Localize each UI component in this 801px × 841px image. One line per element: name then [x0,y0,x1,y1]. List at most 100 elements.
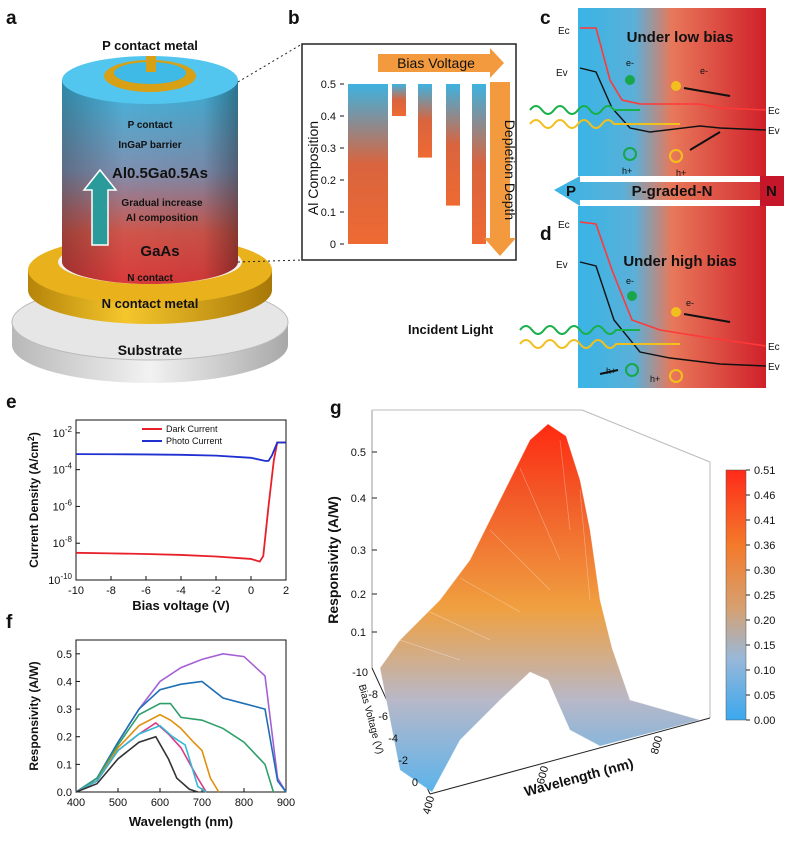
yellow-light-d [519,339,680,349]
e-ytick-label: 10-2 [53,425,73,440]
e-ytick-label: 10-8 [53,535,73,550]
f-xtick-label: 700 [193,797,211,809]
g-xtick-label: 400 [421,795,437,816]
panel-e-ylabel: Current Density (A/cm2) [26,432,41,568]
f-xtick-label: 900 [277,797,295,809]
ec-label-c-right: Ec [768,106,780,117]
valence-band-d [579,261,767,367]
panel-b-bars [348,84,486,244]
e-label-d2: e- [686,298,694,308]
f-xtick-label: 600 [151,797,169,809]
panel-label-a: a [6,8,17,29]
ec-label-d-right: Ec [768,342,780,353]
al-composition-label: Al Composition [305,121,321,215]
e-label-c1: e- [626,58,634,68]
colorbar-tick-label: 0.25 [754,590,775,602]
b-bar [392,84,406,116]
n-label: N [766,183,777,200]
gaas-label: GaAs [140,243,179,260]
panel-f: f 400 500 600 700 800 900 0.0 0.1 0.2 0.3 0.4 0.5 W… [6,612,295,829]
panel-e-xlabel: Bias voltage (V) [132,598,230,613]
g-ztick-label: 0.3 [351,545,366,557]
p-contact-metal-label: P contact metal [102,38,198,53]
electron-green-d [627,291,637,301]
yellow-light-c [529,119,680,129]
panel-label-g: g [330,398,342,419]
zoom-line-bottom [237,259,303,263]
surface-mesh [399,439,591,661]
ev-label-c-left: Ev [556,68,568,79]
f-line-3 [75,702,275,793]
colorbar [725,469,747,721]
colorbar-tick-label: 0.05 [754,690,775,702]
n-block [760,176,784,206]
colorbar-tick-label: 0.30 [754,565,775,577]
f-ytick-label: 0.0 [57,787,72,799]
panel-a: a P contact metal P contact InGaP barrie… [6,8,303,383]
h-label-c2: h+ [676,168,686,178]
electron-yellow-d [671,307,681,317]
bias-voltage-label: Bias Voltage [397,55,475,71]
colorbar-tick-label: 0.15 [754,640,775,652]
panel-g: g 0.1 0.2 0.3 0.4 0.5 400 600 800 -10-8-6-4-2 0… [325,398,775,816]
wavelength-axis-line [429,717,711,795]
g-xtick-label: 800 [649,735,665,756]
p-label: P [566,183,576,200]
e-xtick-label: 2 [283,585,289,597]
conduction-band-d [579,221,767,347]
f-ytick-label: 0.4 [57,676,72,688]
e-label-d1: e- [626,276,634,286]
depletion-depth-label: Depletion Depth [502,120,518,220]
panel-label-d: d [540,224,552,245]
hole-green-c [623,147,637,161]
colorbar-tick-label: 0.41 [754,515,775,527]
f-line-2 [75,680,287,793]
b-bar [472,84,486,244]
gradual-label-2: Al composition [126,213,198,224]
ec-label-d-left: Ec [558,220,570,231]
e-xtick-label: 0 [248,585,254,597]
panel-e-legend: Dark Current Photo Current [142,424,223,446]
g-ytick-label: -4 [388,733,398,745]
f-xtick-label: 400 [67,797,85,809]
f-line-4 [75,713,220,793]
gradient-arrow-icon [82,168,118,246]
e-line-photo-current [75,441,286,462]
f-xtick-label: 800 [235,797,253,809]
h-label-d2: h+ [650,374,660,384]
f-line-6 [75,724,207,793]
responsivity-surface [379,423,702,793]
e-line-dark-current [75,441,286,563]
ev-label-c-right: Ev [768,126,780,137]
high-bias-title: Under high bias [623,253,736,270]
f-ytick-label: 0.2 [57,732,72,744]
b-bar [418,84,432,158]
green-light-d [519,325,640,335]
g-ytick-label: -8 [368,689,378,701]
low-bias-title: Under low bias [627,29,734,46]
incident-light-label: Incident Light [408,322,494,337]
e-xtick-label: -8 [106,585,116,597]
e-xtick-label: -10 [68,585,84,597]
b-ytick-label: 0 [330,239,336,251]
g-ztick-label: 0.2 [351,589,366,601]
panel-label-f: f [6,612,13,633]
panel-f-axes: 400 500 600 700 800 900 0.0 0.1 0.2 0.3 0.4 0.5 [57,649,295,809]
colorbar-tick-label: 0.10 [754,665,775,677]
h-label-c1: h+ [622,166,632,176]
e-ytick-label: 10-10 [48,572,72,587]
panel-label-e: e [6,392,17,413]
electron-arrow-d [683,313,731,323]
e-ytick-label: 10-4 [53,462,73,477]
n-contact-label: N contact [127,273,173,284]
substrate-label: Substrate [118,342,183,358]
colorbar-tick-label: 0.36 [754,540,775,552]
g-ytick-label: 0 [412,777,418,789]
f-ytick-label: 0.5 [57,649,72,661]
n-contact-metal-label: N contact metal [102,296,199,311]
f-ytick-label: 0.1 [57,759,72,771]
g-ztick-label: 0.5 [351,447,366,459]
g-xticks: 400 600 800 [421,735,665,816]
ev-label-d-left: Ev [556,260,568,271]
